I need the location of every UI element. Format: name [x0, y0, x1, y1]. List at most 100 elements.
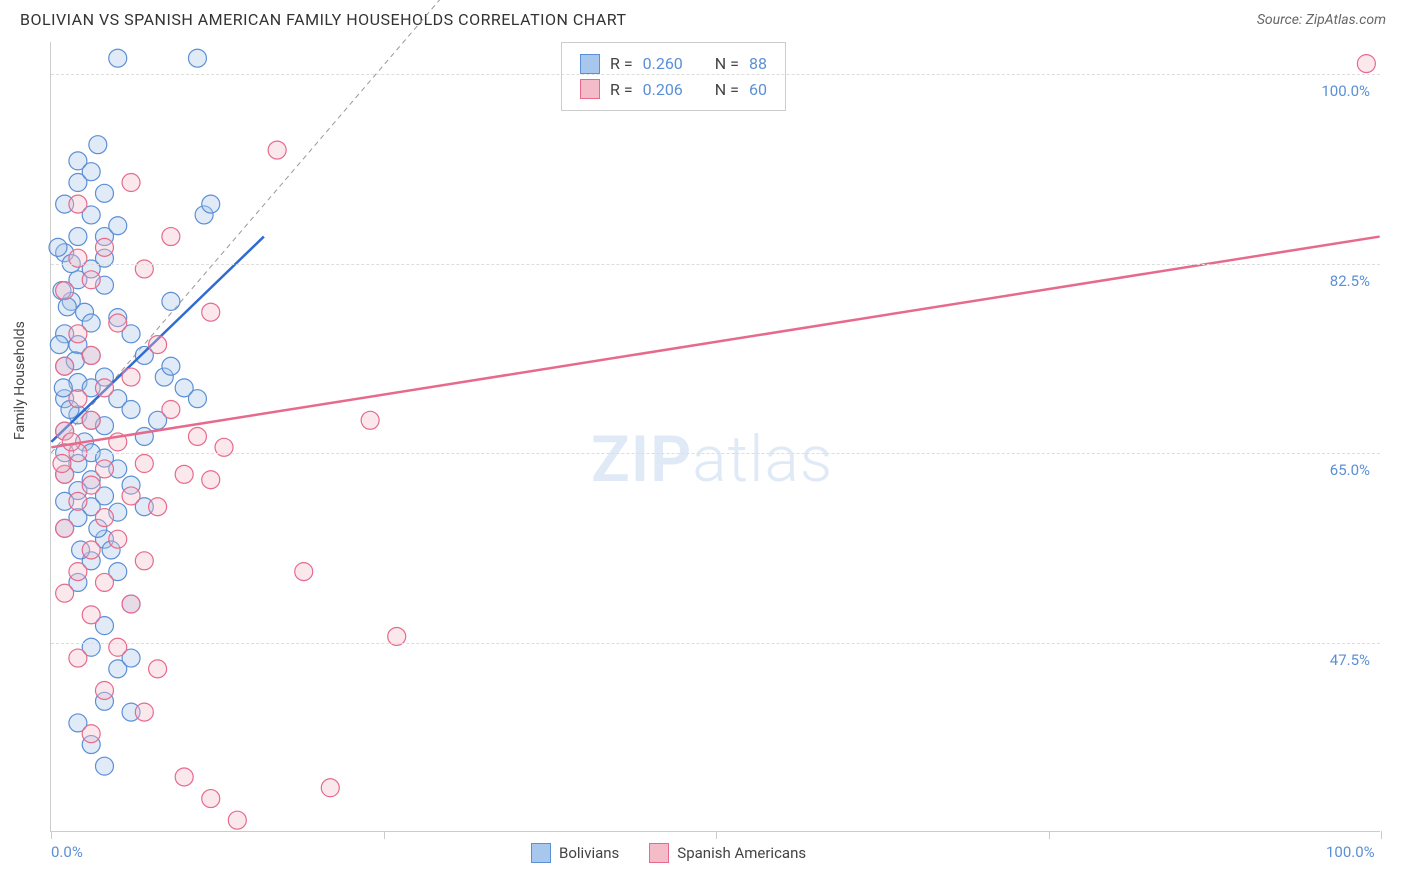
stats-swatch: [580, 54, 600, 74]
data-point: [95, 573, 113, 591]
data-point: [89, 136, 107, 154]
data-point: [95, 184, 113, 202]
data-point: [53, 455, 71, 473]
trend-line: [51, 237, 1379, 448]
x-tick: [51, 831, 52, 839]
data-point: [162, 357, 180, 375]
y-tick-label: 65.0%: [1330, 461, 1370, 479]
stats-box: R = 0.260 N = 88 R = 0.206 N = 60: [561, 42, 786, 111]
data-point: [56, 584, 74, 602]
stats-n-label: N =: [715, 77, 739, 103]
data-point: [56, 357, 74, 375]
x-tick: [1381, 831, 1382, 839]
data-point: [82, 725, 100, 743]
data-point: [82, 271, 100, 289]
chart-plot-area: ZIPatlas R =0.260N =88R =0.206N =60 Boli…: [50, 42, 1380, 832]
x-tick-label: 100.0%: [1326, 843, 1375, 861]
legend-swatch: [649, 843, 669, 863]
gridline: [51, 264, 1380, 265]
data-point: [58, 298, 76, 316]
data-point: [95, 509, 113, 527]
data-point: [202, 195, 220, 213]
data-point: [268, 141, 286, 159]
x-tick-label: 0.0%: [51, 843, 83, 861]
data-point: [162, 400, 180, 418]
data-point: [202, 471, 220, 489]
stats-row: R = 0.260 N = 88: [580, 51, 767, 77]
data-point: [162, 292, 180, 310]
data-point: [135, 455, 153, 473]
data-point: [188, 390, 206, 408]
scatter-svg: [51, 42, 1380, 831]
y-tick-label: 47.5%: [1330, 651, 1370, 669]
data-point: [122, 174, 140, 192]
data-point: [69, 492, 87, 510]
data-point: [69, 649, 87, 667]
data-point: [69, 228, 87, 246]
stats-n-value: 88: [749, 51, 767, 77]
data-point: [149, 336, 167, 354]
data-point: [135, 428, 153, 446]
gridline: [51, 453, 1380, 454]
data-point: [82, 541, 100, 559]
data-point: [321, 779, 339, 797]
data-point: [122, 400, 140, 418]
data-point: [188, 49, 206, 67]
data-point: [122, 368, 140, 386]
data-point: [82, 346, 100, 364]
data-point: [295, 563, 313, 581]
stats-n-value: 60: [749, 77, 767, 103]
legend: Bolivians Spanish Americans: [531, 843, 806, 863]
data-point: [95, 757, 113, 775]
data-point: [135, 552, 153, 570]
data-point: [50, 336, 68, 354]
data-point: [69, 325, 87, 343]
data-point: [122, 595, 140, 613]
legend-label: Spanish Americans: [677, 844, 806, 862]
data-point: [82, 163, 100, 181]
data-point: [95, 379, 113, 397]
stats-r-value: 0.260: [643, 51, 683, 77]
data-point: [56, 519, 74, 537]
y-axis-label: Family Households: [12, 321, 28, 440]
stats-n-label: N =: [715, 51, 739, 77]
data-point: [82, 476, 100, 494]
legend-label: Bolivians: [559, 844, 619, 862]
legend-item: Spanish Americans: [649, 843, 806, 863]
data-point: [175, 465, 193, 483]
data-point: [56, 282, 74, 300]
data-point: [109, 314, 127, 332]
stats-row: R = 0.206 N = 60: [580, 77, 767, 103]
stats-r-value: 0.206: [643, 77, 683, 103]
chart-title: BOLIVIAN VS SPANISH AMERICAN FAMILY HOUS…: [20, 10, 627, 29]
x-tick: [1049, 831, 1050, 839]
data-point: [82, 411, 100, 429]
data-point: [361, 411, 379, 429]
data-point: [149, 498, 167, 516]
data-point: [109, 49, 127, 67]
data-point: [95, 238, 113, 256]
x-tick: [384, 831, 385, 839]
data-point: [135, 703, 153, 721]
stats-swatch: [580, 79, 600, 99]
data-point: [122, 487, 140, 505]
data-point: [202, 790, 220, 808]
data-point: [188, 428, 206, 446]
data-point: [135, 260, 153, 278]
legend-item: Bolivians: [531, 843, 619, 863]
stats-r-label: R =: [610, 77, 633, 103]
stats-r-label: R =: [610, 51, 633, 77]
y-tick-label: 82.5%: [1330, 272, 1370, 290]
data-point: [162, 228, 180, 246]
data-point: [228, 811, 246, 829]
y-tick-label: 100.0%: [1321, 82, 1370, 100]
data-point: [109, 638, 127, 656]
data-point: [49, 238, 67, 256]
data-point: [109, 530, 127, 548]
source-label: Source: ZipAtlas.com: [1257, 12, 1386, 28]
data-point: [109, 217, 127, 235]
data-point: [1357, 55, 1375, 73]
data-point: [149, 660, 167, 678]
x-tick: [716, 831, 717, 839]
data-point: [82, 606, 100, 624]
